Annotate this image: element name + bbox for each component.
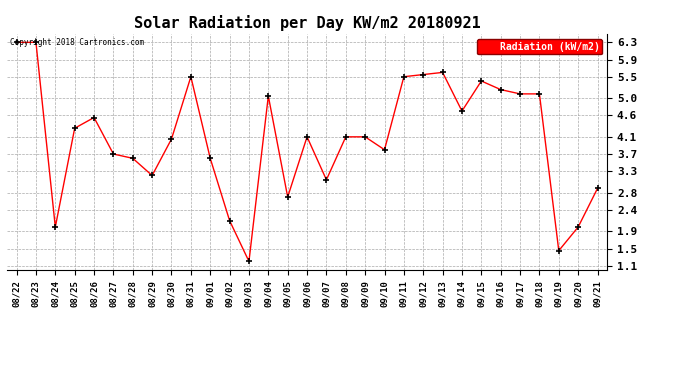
Title: Solar Radiation per Day KW/m2 20180921: Solar Radiation per Day KW/m2 20180921 — [134, 15, 480, 31]
Text: Copyright 2018 Cartronics.com: Copyright 2018 Cartronics.com — [10, 39, 144, 48]
Legend: Radiation (kW/m2): Radiation (kW/m2) — [477, 39, 602, 54]
